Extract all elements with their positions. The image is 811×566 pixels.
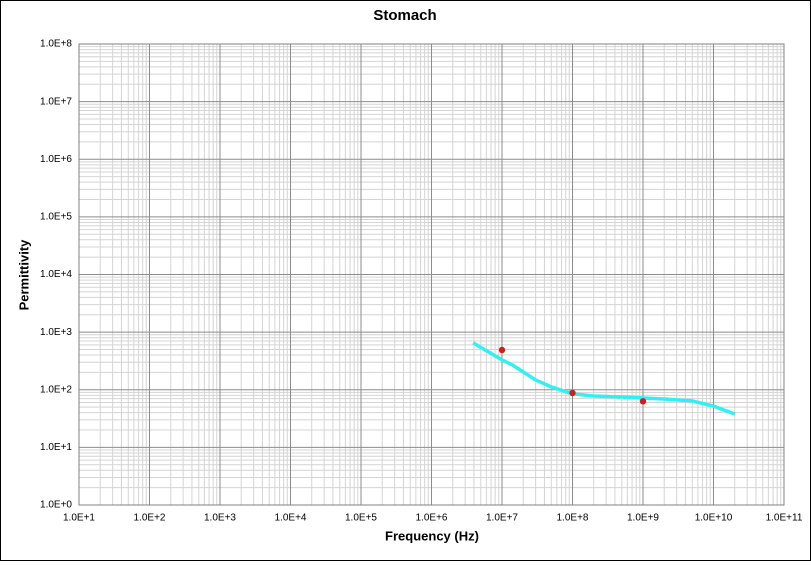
x-tick-label: 1.0E+4: [275, 513, 307, 524]
y-tick-label: 1.0E+2: [40, 384, 72, 395]
x-tick-label: 1.0E+11: [766, 513, 803, 524]
x-axis-label: Frequency (Hz): [385, 528, 479, 543]
plot-area: [78, 43, 785, 506]
data-point: [498, 346, 506, 354]
y-tick-label: 1.0E+3: [40, 327, 72, 338]
y-tick-label: 1.0E+1: [40, 442, 72, 453]
chart-title: Stomach: [373, 7, 436, 24]
data-point: [639, 398, 647, 405]
x-tick-label: 1.0E+9: [627, 513, 659, 524]
y-tick-label: 1.0E+6: [40, 154, 72, 165]
x-tick-label: 1.0E+2: [134, 513, 166, 524]
y-tick-label: 1.0E+4: [40, 269, 72, 280]
x-tick-label: 1.0E+3: [204, 513, 236, 524]
y-tick-label: 1.0E+5: [40, 212, 72, 223]
data-point: [569, 389, 576, 397]
data-line: [472, 341, 736, 416]
y-axis-label: Permittivity: [16, 239, 31, 311]
x-tick-label: 1.0E+6: [416, 513, 448, 524]
x-tick-label: 1.0E+1: [63, 513, 95, 524]
y-tick-label: 1.0E+7: [40, 96, 72, 107]
x-tick-label: 1.0E+8: [557, 513, 589, 524]
x-tick-label: 1.0E+5: [345, 513, 377, 524]
y-tick-label: 1.0E+0: [40, 500, 72, 511]
x-tick-label: 1.0E+7: [486, 513, 518, 524]
x-tick-label: 1.0E+10: [695, 513, 733, 524]
y-tick-label: 1.0E+8: [40, 39, 72, 50]
